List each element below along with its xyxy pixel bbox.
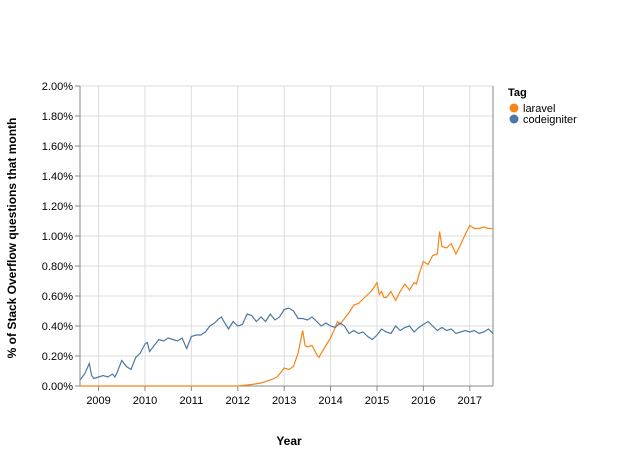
y-axis-title: % of Stack Overflow questions that month [5, 118, 19, 359]
y-tick-label: 1.20% [42, 201, 73, 213]
y-tick-label: 1.80% [42, 111, 73, 123]
x-tick-label: 2010 [133, 395, 157, 407]
legend-symbol-laravel [509, 103, 519, 113]
legend-label-laravel: laravel [523, 103, 555, 115]
axes: 0.00% 0.20% 0.40% 0.60% 0.80% 1.00% 1.20% 1.40%… [42, 81, 494, 407]
legend-label-codeigniter: codeigniter [523, 114, 577, 126]
y-tick-label: 0.80% [42, 261, 73, 273]
x-tick-label: 2017 [458, 395, 482, 407]
y-tick-label: 1.60% [42, 141, 73, 153]
y-tick-label: 0.60% [42, 291, 73, 303]
y-tick-label: 1.40% [42, 171, 73, 183]
grid [80, 85, 493, 387]
x-tick-label: 2016 [411, 395, 435, 407]
x-tick-label: 2014 [318, 395, 342, 407]
x-tick-label: 2015 [365, 395, 389, 407]
y-tick-label: 2.00% [42, 81, 73, 93]
x-tick-label: 2012 [226, 395, 250, 407]
x-tick-label: 2009 [86, 395, 110, 407]
series-line-laravel [80, 224, 493, 387]
series-lines [79, 224, 494, 387]
legend-title: Tag [508, 87, 527, 99]
x-axis-title: Year [276, 434, 302, 448]
y-tick-label: 0.00% [42, 381, 73, 393]
series-line-codeigniter [79, 307, 494, 381]
y-tick-label: 1.00% [42, 231, 73, 243]
x-tick-label: 2011 [180, 395, 204, 407]
legend-symbol-codeigniter [509, 114, 519, 124]
y-tick-label: 0.20% [42, 351, 73, 363]
x-tick-label: 2013 [272, 395, 296, 407]
y-tick-label: 0.40% [42, 321, 73, 333]
